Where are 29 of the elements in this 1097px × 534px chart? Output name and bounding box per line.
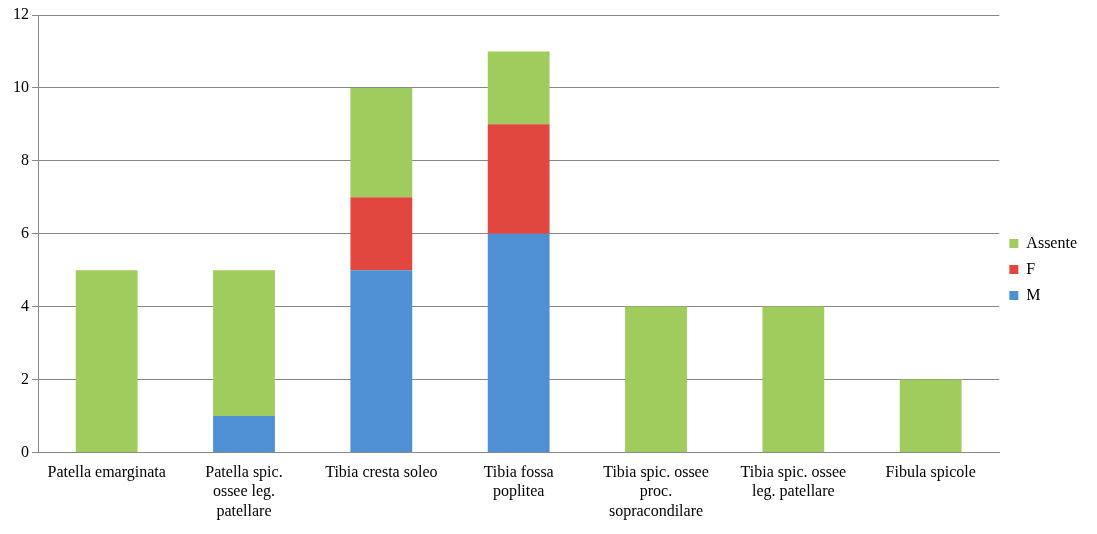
- x-tick-label: Tibia fossa poplitea: [483, 463, 554, 501]
- legend-label: M: [1026, 285, 1041, 303]
- bar: [213, 415, 275, 452]
- x-tick-label: Patella spic. ossee leg. patellare: [205, 463, 283, 520]
- bar: [75, 270, 138, 452]
- y-tick-label: 10: [13, 78, 29, 96]
- x-tick-label: Tibia cresta soleo: [325, 463, 438, 481]
- y-tick-label: 8: [21, 151, 29, 168]
- x-tick-label: Tibia spic. ossee leg. patellare: [740, 463, 847, 501]
- bar: [487, 51, 550, 125]
- bar: [350, 87, 413, 198]
- bar: [350, 197, 413, 271]
- bar: [625, 306, 687, 452]
- bar: [899, 379, 962, 452]
- y-tick-label: 0: [21, 442, 29, 460]
- y-tick-label: 6: [21, 223, 29, 241]
- x-tick-label: Tibia spic. ossee proc. sopracondilare: [603, 463, 709, 520]
- y-tick-label: 12: [13, 5, 29, 23]
- legend-label: Assente: [1026, 233, 1077, 251]
- x-tick-label: Patella emarginata: [47, 463, 166, 482]
- y-tick-label: 2: [21, 369, 29, 387]
- x-tick-label: Fibula spicole: [885, 463, 976, 482]
- bar: [762, 306, 825, 452]
- y-tick-label: 4: [21, 296, 29, 314]
- bar: [350, 270, 413, 452]
- bar: [213, 270, 275, 416]
- legend-label: F: [1026, 259, 1036, 277]
- bar: [487, 233, 550, 452]
- bar: [487, 124, 550, 234]
